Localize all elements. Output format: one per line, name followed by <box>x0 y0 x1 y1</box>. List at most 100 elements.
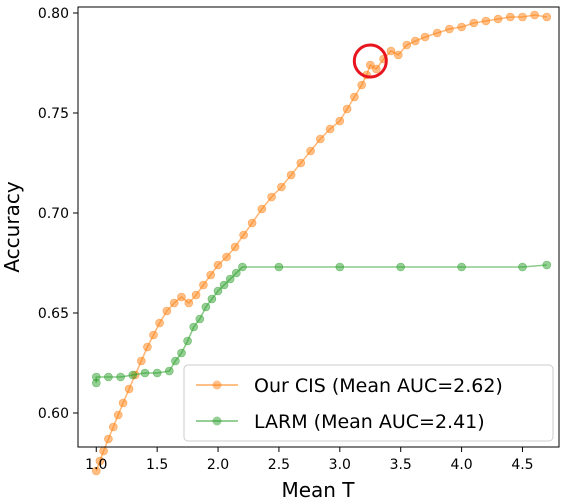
data-point-larm <box>225 274 235 284</box>
data-point-our-cis <box>124 384 134 394</box>
y-axis-ticks: 0.60 0.65 0.70 0.75 0.80 <box>38 6 78 422</box>
x-tick-label: 2.0 <box>207 457 229 473</box>
x-axis-label: Mean T <box>281 478 355 500</box>
y-tick-label: 0.75 <box>38 106 69 122</box>
data-point-our-cis <box>286 170 296 180</box>
data-point-our-cis <box>118 398 128 408</box>
data-point-our-cis <box>239 230 248 240</box>
data-point-larm <box>232 268 241 278</box>
data-point-larm <box>542 260 552 270</box>
data-point-our-cis <box>109 422 118 432</box>
series-layer <box>92 10 552 476</box>
annotation-layer <box>352 43 388 79</box>
x-tick-label: 2.5 <box>268 457 290 473</box>
legend-label-our-cis: Our CIS (Mean AUC=2.62) <box>254 375 503 397</box>
data-point-our-cis <box>199 280 208 290</box>
data-point-larm <box>104 372 113 382</box>
data-point-larm <box>238 262 247 272</box>
data-point-our-cis <box>213 260 223 270</box>
y-tick-label: 0.80 <box>38 6 69 22</box>
x-tick-label: 3.0 <box>329 457 351 473</box>
legend-label-larm: LARM (Mean AUC=2.41) <box>254 411 485 433</box>
data-point-our-cis <box>393 50 403 60</box>
data-point-our-cis <box>92 466 101 476</box>
data-point-our-cis <box>350 92 359 102</box>
data-point-larm <box>92 372 101 382</box>
plot-frame <box>77 6 560 448</box>
data-point-our-cis <box>420 32 430 42</box>
data-point-our-cis <box>445 24 454 34</box>
data-point-larm <box>201 302 211 312</box>
data-point-our-cis <box>493 14 503 24</box>
data-point-our-cis <box>184 298 194 308</box>
data-point-our-cis <box>325 124 335 134</box>
data-point-larm <box>171 356 180 366</box>
data-point-our-cis <box>99 446 108 456</box>
data-point-larm <box>518 262 527 272</box>
data-point-our-cis <box>315 134 325 144</box>
data-point-larm <box>219 280 229 290</box>
data-point-larm <box>140 368 150 378</box>
data-point-our-cis <box>402 40 412 50</box>
data-point-our-cis <box>296 158 306 168</box>
data-point-our-cis <box>169 298 179 308</box>
data-point-larm <box>128 370 138 380</box>
x-tick-label: 4.0 <box>450 457 472 473</box>
data-point-our-cis <box>432 28 442 38</box>
data-point-our-cis <box>137 356 146 366</box>
y-tick-label: 0.65 <box>38 306 69 322</box>
data-point-our-cis <box>505 12 515 22</box>
data-point-larm <box>274 262 284 272</box>
x-tick-label: 3.5 <box>390 457 412 473</box>
y-tick-label: 0.70 <box>38 206 69 222</box>
legend: Our CIS (Mean AUC=2.62) LARM (Mean AUC=2… <box>183 364 554 442</box>
data-point-larm <box>165 366 174 376</box>
y-axis-label: Accuracy <box>0 181 24 272</box>
data-point-our-cis <box>104 434 113 444</box>
data-point-our-cis <box>365 60 375 70</box>
data-point-our-cis <box>371 64 381 74</box>
data-point-our-cis <box>177 292 186 302</box>
series-our-cis <box>92 10 552 476</box>
data-point-larm <box>152 368 162 378</box>
data-point-larm <box>335 262 345 272</box>
data-point-our-cis <box>457 22 466 32</box>
data-point-our-cis <box>149 330 158 340</box>
data-point-larm <box>457 262 466 272</box>
legend-marker-larm <box>212 416 222 426</box>
data-point-our-cis <box>410 36 420 46</box>
data-point-our-cis <box>95 456 105 466</box>
data-point-our-cis <box>542 12 552 22</box>
y-tick-label: 0.60 <box>38 406 69 422</box>
data-point-our-cis <box>530 10 539 20</box>
data-point-our-cis <box>335 116 345 126</box>
x-tick-label: 1.5 <box>146 457 168 473</box>
data-point-our-cis <box>469 18 479 28</box>
data-point-larm <box>189 322 198 332</box>
data-point-our-cis <box>222 252 231 262</box>
data-point-our-cis <box>162 306 172 316</box>
data-point-larm <box>207 294 217 304</box>
data-point-our-cis <box>206 270 215 280</box>
data-point-our-cis <box>342 104 352 114</box>
data-point-our-cis <box>143 342 152 352</box>
x-axis-ticks: 1.0 1.5 2.0 2.5 3.0 3.5 4.0 4.5 <box>85 447 534 473</box>
data-point-larm <box>396 262 406 272</box>
data-point-our-cis <box>230 242 240 252</box>
data-point-our-cis <box>306 146 315 156</box>
data-point-our-cis <box>518 12 527 22</box>
data-point-our-cis <box>257 204 267 214</box>
data-point-larm <box>177 348 186 358</box>
data-point-our-cis <box>191 290 201 300</box>
legend-marker-our-cis <box>212 380 222 390</box>
data-point-larm <box>195 314 205 324</box>
x-tick-label: 4.5 <box>511 457 533 473</box>
data-point-our-cis <box>386 46 396 56</box>
data-point-our-cis <box>113 410 123 420</box>
legend-box <box>183 364 554 442</box>
x-tick-label: 1.0 <box>85 457 107 473</box>
data-point-our-cis <box>481 16 491 26</box>
data-point-our-cis <box>155 318 164 328</box>
